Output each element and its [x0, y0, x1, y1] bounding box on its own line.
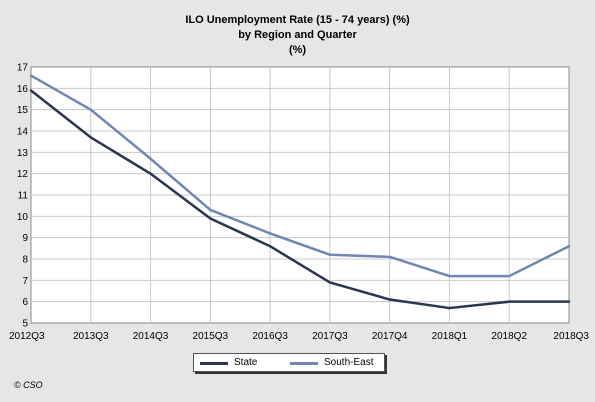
x-tick-label: 2016Q3 [252, 331, 288, 342]
copyright-note: © CSO [14, 380, 43, 390]
data-point-state [388, 298, 391, 301]
data-point-state [89, 136, 92, 139]
y-tick-label: 12 [17, 169, 29, 180]
legend-label-state: State [234, 357, 258, 368]
y-tick-label: 17 [17, 63, 29, 74]
y-tick-label: 13 [17, 148, 29, 159]
data-point-state [328, 281, 332, 284]
data-point-state [149, 172, 152, 175]
x-tick-label: 2012Q3 [9, 331, 45, 342]
series-line-south-east [30, 74, 570, 278]
y-tick-label: 5 [22, 319, 28, 330]
data-point-south-east [209, 208, 212, 212]
y-tick-label: 7 [22, 276, 28, 287]
x-tick-label: 2015Q3 [193, 331, 229, 342]
x-tick-label: 2013Q3 [73, 331, 109, 342]
data-point-south-east [328, 253, 332, 256]
data-point-south-east [268, 232, 272, 235]
x-tick-label: 2018Q1 [432, 331, 468, 342]
data-point-south-east [89, 108, 92, 111]
y-tick-label: 14 [17, 127, 29, 138]
x-tick-label: 2017Q4 [372, 331, 408, 342]
y-tick-label: 9 [22, 233, 28, 244]
x-tick-label: 2018Q3 [553, 331, 589, 342]
chart-legend: State South-East [193, 353, 385, 372]
data-point-state [448, 306, 451, 310]
data-point-state [209, 217, 212, 220]
data-point-south-east [29, 74, 33, 77]
series-line-state [30, 89, 569, 310]
y-tick-label: 11 [18, 191, 29, 202]
legend-swatch-south-east [290, 362, 318, 365]
data-point-state [508, 300, 511, 303]
x-tick-label: 2017Q3 [312, 331, 348, 342]
y-tick-label: 15 [17, 105, 29, 116]
chart-title-line-3: (%) [288, 44, 307, 56]
chart-title-line-1: ILO Unemployment Rate (15 - 74 years) (%… [185, 14, 410, 26]
data-point-south-east [508, 274, 511, 278]
data-point-south-east [448, 274, 451, 278]
data-point-state [268, 245, 272, 248]
legend-swatch-state [200, 362, 228, 365]
data-point-south-east [388, 255, 391, 259]
data-point-south-east [149, 157, 152, 160]
x-tick-label: 2018Q2 [491, 331, 527, 342]
data-point-state [567, 300, 571, 303]
data-point-state [29, 89, 33, 92]
chart-title-line-2: by Region and Quarter [238, 29, 357, 41]
y-tick-label: 16 [17, 84, 29, 95]
x-tick-label: 2014Q3 [133, 331, 169, 342]
y-tick-label: 8 [22, 255, 28, 266]
y-tick-label: 6 [22, 297, 28, 308]
data-point-south-east [567, 245, 571, 248]
legend-label-south-east: South-East [324, 357, 374, 368]
y-tick-label: 10 [17, 212, 29, 223]
